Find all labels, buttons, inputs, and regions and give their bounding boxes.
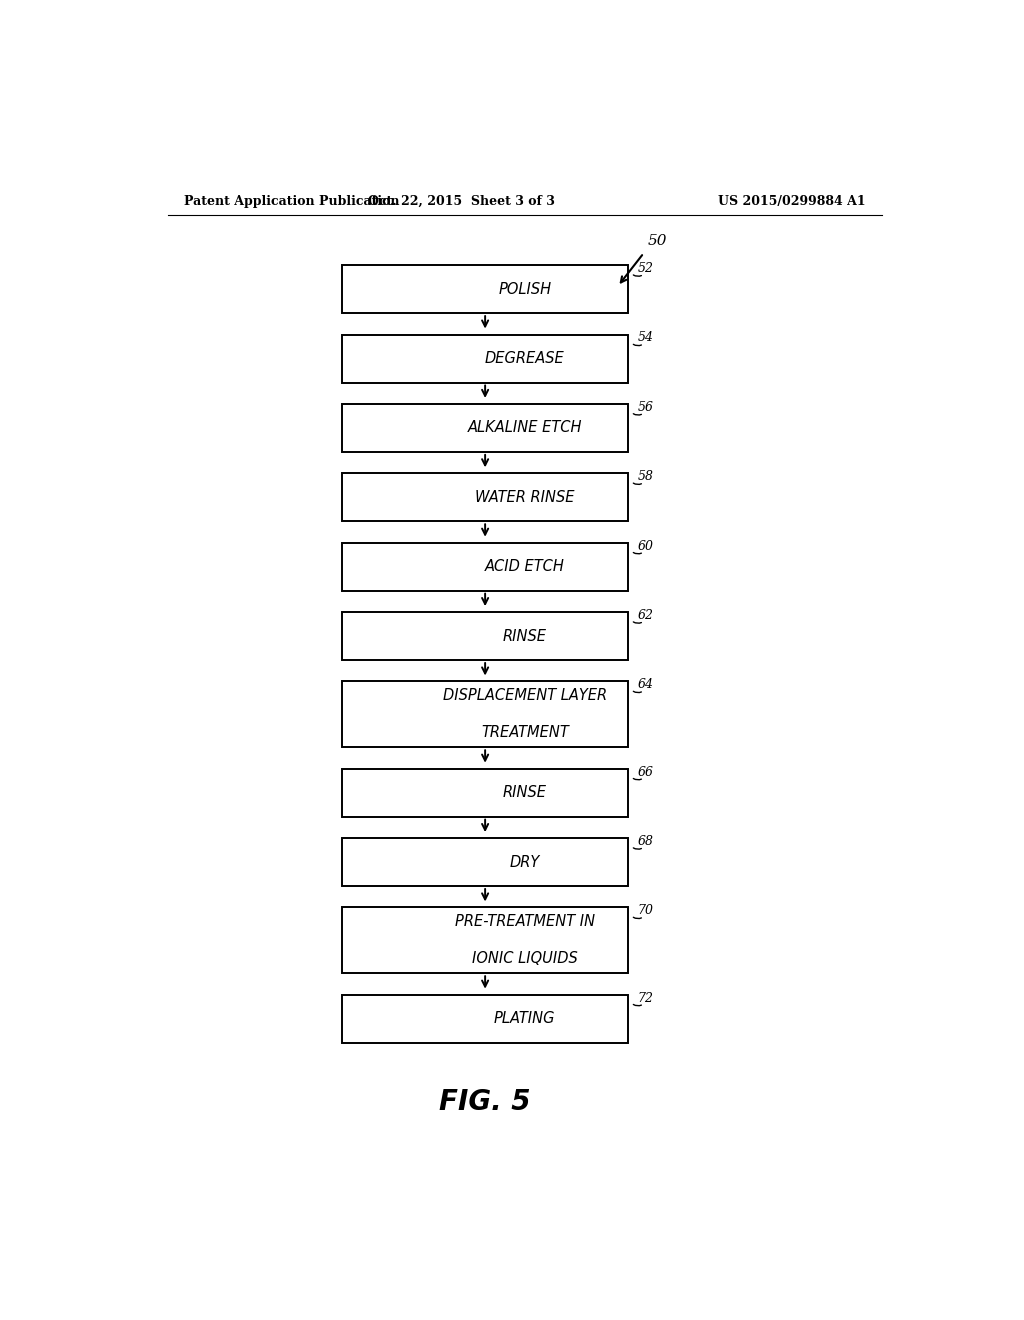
Text: 54: 54 [638, 331, 653, 345]
Bar [342, 543, 628, 591]
Text: 64: 64 [638, 678, 653, 692]
Text: RINSE: RINSE [503, 785, 547, 800]
Text: 52: 52 [638, 263, 653, 275]
Text: POLISH: POLISH [499, 281, 551, 297]
Text: 56: 56 [638, 401, 653, 414]
Text: DISPLACEMENT LAYER: DISPLACEMENT LAYER [442, 689, 607, 704]
Text: 70: 70 [638, 904, 653, 917]
Text: 62: 62 [638, 609, 653, 622]
Text: ACID ETCH: ACID ETCH [484, 560, 565, 574]
Bar [342, 612, 628, 660]
Text: Oct. 22, 2015  Sheet 3 of 3: Oct. 22, 2015 Sheet 3 of 3 [368, 194, 555, 207]
Text: 60: 60 [638, 540, 653, 553]
Text: WATER RINSE: WATER RINSE [475, 490, 574, 504]
Bar [342, 404, 628, 451]
Text: TREATMENT: TREATMENT [481, 725, 568, 741]
Text: 68: 68 [638, 836, 653, 847]
Text: DEGREASE: DEGREASE [485, 351, 564, 366]
Text: 72: 72 [638, 991, 653, 1005]
Text: FIG. 5: FIG. 5 [439, 1088, 530, 1115]
Text: US 2015/0299884 A1: US 2015/0299884 A1 [719, 194, 866, 207]
Bar [342, 334, 628, 383]
Text: 58: 58 [638, 470, 653, 483]
Text: ALKALINE ETCH: ALKALINE ETCH [468, 421, 582, 436]
Bar [342, 265, 628, 313]
Text: Patent Application Publication: Patent Application Publication [183, 194, 399, 207]
Bar [342, 474, 628, 521]
Bar [342, 838, 628, 886]
Text: DRY: DRY [510, 854, 540, 870]
Text: IONIC LIQUIDS: IONIC LIQUIDS [472, 952, 578, 966]
Text: 66: 66 [638, 766, 653, 779]
Text: PLATING: PLATING [494, 1011, 556, 1026]
Text: PRE-TREATMENT IN: PRE-TREATMENT IN [455, 915, 595, 929]
Bar [342, 681, 628, 747]
Bar [342, 768, 628, 817]
Bar [342, 995, 628, 1043]
Text: 50: 50 [648, 234, 668, 248]
Text: RINSE: RINSE [503, 628, 547, 644]
Bar [342, 907, 628, 973]
